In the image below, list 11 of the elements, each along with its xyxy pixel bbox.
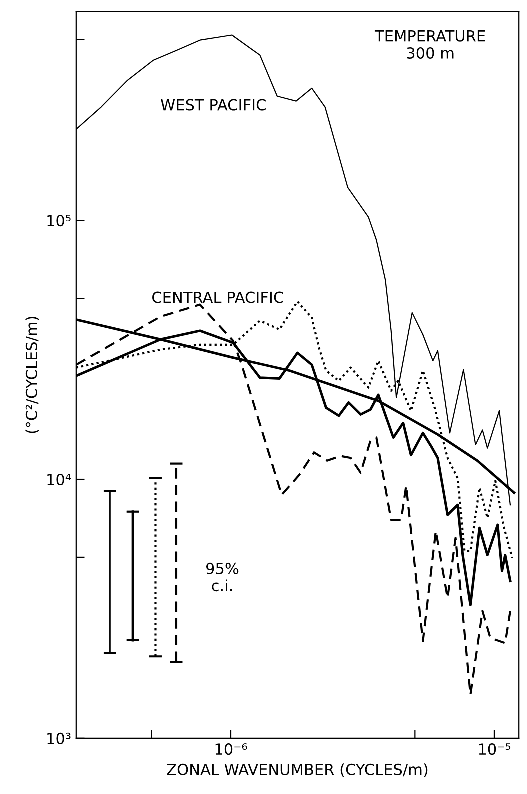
x-axis-title: ZONAL WAVENUMBER (CYCLES/m) <box>167 764 428 778</box>
text: TEMPERATURE 300 m <box>374 30 486 60</box>
annotation: CENTRAL PACIFIC <box>152 292 284 304</box>
y-tick-label: 10⁴ <box>48 474 72 486</box>
y-tick-label: 10⁵ <box>48 215 71 227</box>
x-tick-label: 10⁻⁵ <box>479 744 511 756</box>
annotation: WEST PACIFIC <box>161 99 266 111</box>
y-tick-label: 10³ <box>48 732 71 744</box>
x-tick-label: 10⁻⁶ <box>216 744 248 756</box>
annotation: 95% c.i. <box>206 562 239 592</box>
y-axis-title: (°C²/CYCLES/m) <box>26 317 40 434</box>
